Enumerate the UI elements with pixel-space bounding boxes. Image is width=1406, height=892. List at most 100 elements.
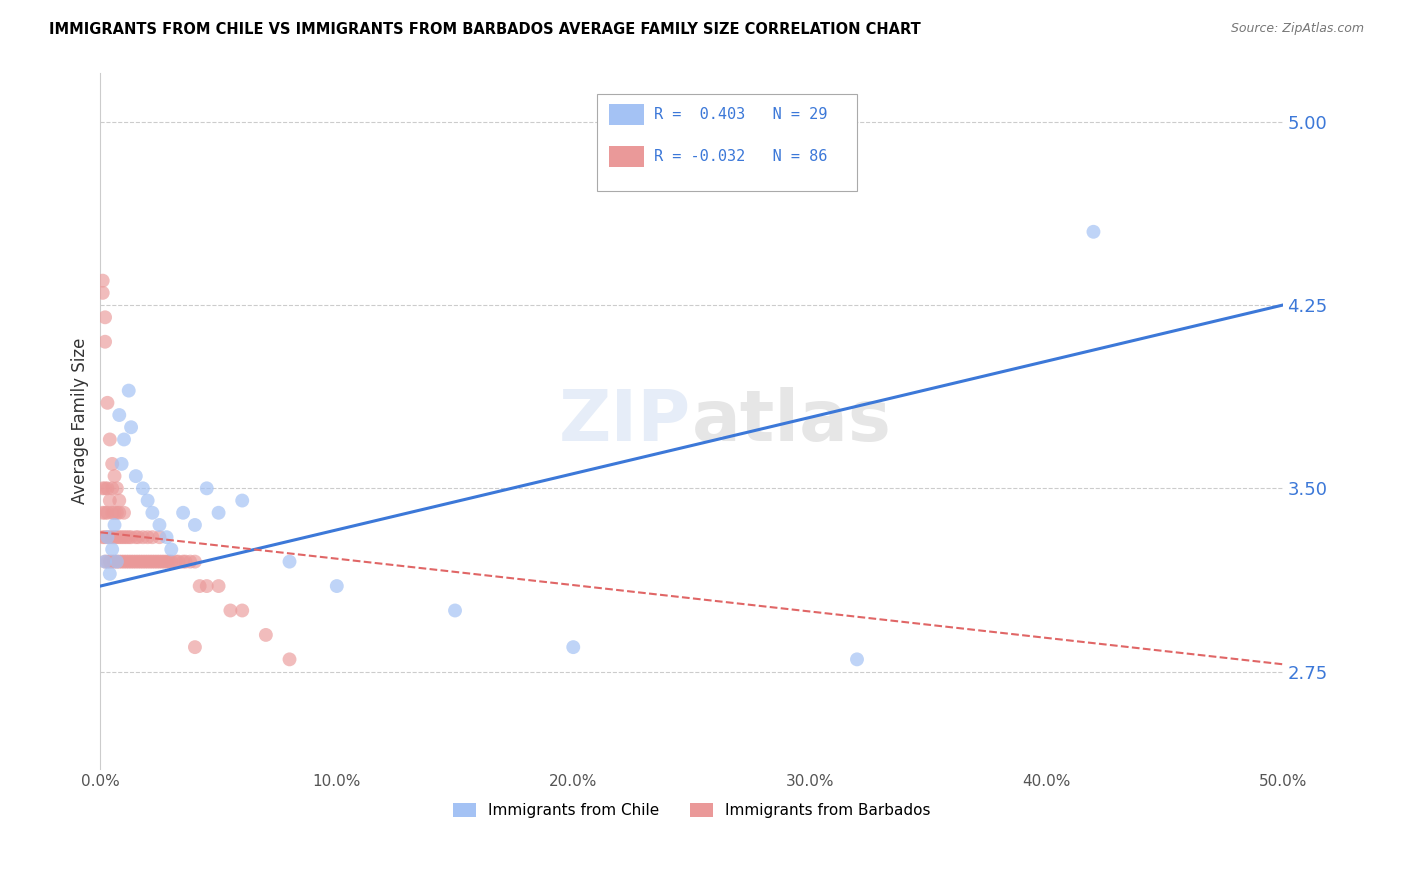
Point [105, 555, 128, 569]
Point [562, 640, 585, 654]
Point [1083, 225, 1105, 239]
Point [96, 506, 118, 520]
Point [167, 555, 190, 569]
Point [94, 530, 117, 544]
Point [172, 506, 194, 520]
Point [105, 506, 128, 520]
FancyBboxPatch shape [609, 146, 644, 167]
Point [846, 652, 869, 666]
Point [139, 555, 162, 569]
Point [98, 555, 121, 569]
Legend: Immigrants from Chile, Immigrants from Barbados: Immigrants from Chile, Immigrants from B… [447, 797, 936, 824]
Point [105, 481, 128, 495]
Text: atlas: atlas [692, 386, 891, 456]
Point [118, 530, 141, 544]
Point [444, 603, 467, 617]
Point [94, 506, 117, 520]
Point [184, 555, 207, 569]
Point [112, 555, 135, 569]
Point [165, 555, 187, 569]
Point [101, 555, 124, 569]
Point [231, 603, 253, 617]
Point [326, 579, 349, 593]
Point [179, 555, 201, 569]
Point [148, 518, 170, 533]
Point [148, 530, 170, 544]
Point [188, 579, 211, 593]
Point [148, 555, 170, 569]
Point [112, 506, 135, 520]
Point [91, 285, 114, 300]
Point [150, 555, 173, 569]
Point [195, 481, 218, 495]
Point [132, 555, 155, 569]
Point [91, 506, 114, 520]
Point [184, 518, 207, 533]
Point [278, 555, 301, 569]
Point [115, 530, 138, 544]
Point [111, 457, 134, 471]
Point [94, 555, 117, 569]
Point [136, 530, 159, 544]
Point [91, 481, 114, 495]
Point [160, 542, 183, 557]
Point [172, 555, 194, 569]
Point [98, 530, 121, 544]
Point [96, 530, 118, 544]
Point [184, 640, 207, 654]
Point [108, 555, 131, 569]
Point [91, 530, 114, 544]
Point [103, 506, 125, 520]
Point [174, 555, 197, 569]
Point [141, 530, 163, 544]
Point [136, 493, 159, 508]
Point [136, 555, 159, 569]
Point [111, 530, 134, 544]
Point [141, 506, 163, 520]
Point [108, 506, 131, 520]
Point [98, 433, 121, 447]
Point [105, 530, 128, 544]
Point [108, 530, 131, 544]
Point [96, 396, 118, 410]
Point [120, 555, 142, 569]
Point [103, 555, 125, 569]
Point [118, 384, 141, 398]
Text: ZIP: ZIP [560, 386, 692, 456]
Point [98, 566, 121, 581]
Text: R =  0.403   N = 29: R = 0.403 N = 29 [654, 107, 827, 122]
Point [254, 628, 277, 642]
Point [108, 493, 131, 508]
Point [103, 530, 125, 544]
Point [94, 555, 117, 569]
Point [120, 530, 142, 544]
Text: R = -0.032   N = 86: R = -0.032 N = 86 [654, 149, 827, 164]
Point [96, 481, 118, 495]
Point [278, 652, 301, 666]
Text: Source: ZipAtlas.com: Source: ZipAtlas.com [1230, 22, 1364, 36]
Point [155, 555, 177, 569]
Point [155, 530, 177, 544]
Point [231, 493, 253, 508]
Point [103, 469, 125, 483]
Point [101, 481, 124, 495]
Point [103, 518, 125, 533]
Text: IMMIGRANTS FROM CHILE VS IMMIGRANTS FROM BARBADOS AVERAGE FAMILY SIZE CORRELATIO: IMMIGRANTS FROM CHILE VS IMMIGRANTS FROM… [49, 22, 921, 37]
Point [94, 310, 117, 325]
FancyBboxPatch shape [598, 94, 858, 192]
Point [125, 555, 148, 569]
Point [112, 433, 135, 447]
Point [98, 493, 121, 508]
Point [219, 603, 242, 617]
Point [207, 579, 229, 593]
Point [108, 408, 131, 422]
Point [153, 555, 176, 569]
Point [160, 555, 183, 569]
Point [132, 481, 155, 495]
Point [101, 457, 124, 471]
Point [91, 274, 114, 288]
Point [101, 542, 124, 557]
Point [120, 420, 142, 434]
Point [115, 555, 138, 569]
Point [112, 530, 135, 544]
